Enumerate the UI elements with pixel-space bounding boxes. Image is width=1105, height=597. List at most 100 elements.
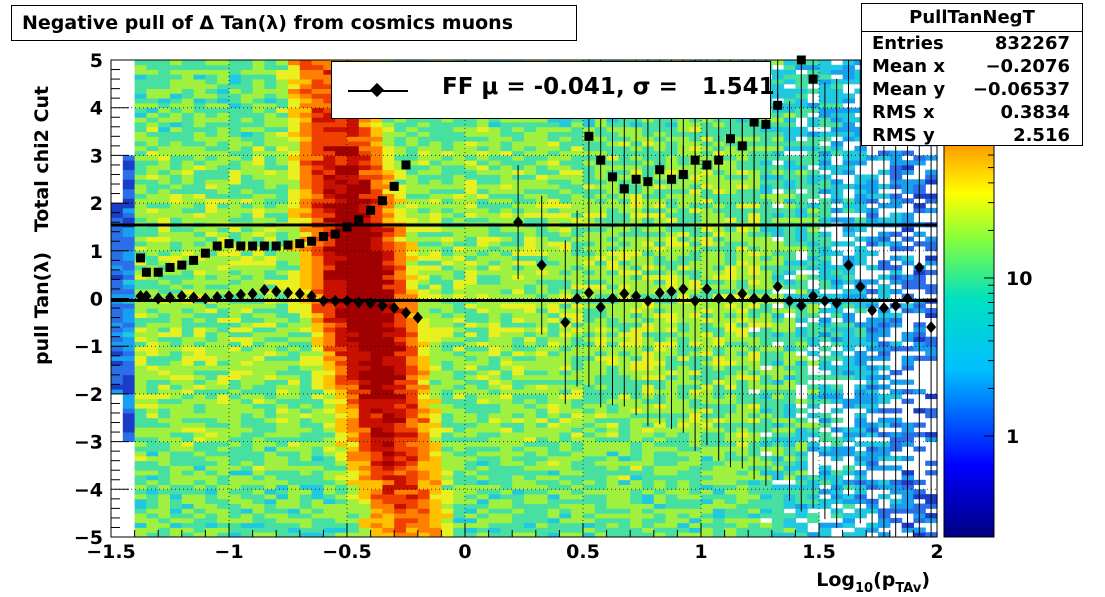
heatmap-cell [488, 455, 501, 462]
heatmap-cell [476, 179, 490, 185]
heatmap-cell [394, 465, 407, 471]
heatmap-cell [240, 446, 254, 452]
heatmap-cell [465, 279, 478, 285]
heatmap-cell [205, 446, 218, 452]
heatmap-cell [288, 312, 301, 318]
heatmap-cell [488, 427, 501, 433]
heatmap-cell [311, 269, 324, 276]
heatmap-cell [358, 160, 372, 166]
heatmap-cell [441, 293, 454, 299]
heatmap-cell [229, 184, 242, 190]
heatmap-cell [311, 479, 324, 485]
heatmap-cell [252, 212, 265, 218]
heatmap-cell [335, 164, 348, 171]
heatmap-cell [311, 427, 324, 433]
heatmap-cell [158, 60, 171, 66]
heatmap-cell [299, 188, 313, 194]
heatmap-cell [453, 255, 466, 261]
heatmap-cell [323, 212, 336, 218]
heatmap-cell [382, 522, 395, 528]
heatmap-cell [311, 455, 324, 462]
heatmap-cell [488, 293, 501, 299]
heatmap-cell [229, 308, 242, 314]
heatmap-cell [240, 436, 254, 442]
heatmap-cell [170, 532, 183, 538]
heatmap-cell [158, 279, 171, 285]
heatmap-cell [358, 508, 372, 514]
heatmap-cell [406, 169, 419, 175]
heatmap-cell [406, 403, 419, 409]
heatmap-cell [358, 269, 372, 276]
heatmap-cell [299, 102, 313, 109]
heatmap-cell [571, 465, 584, 471]
heatmap-cell [158, 64, 171, 70]
heatmap-cell [453, 379, 466, 385]
heatmap-cell [453, 489, 466, 495]
heatmap-cell [122, 160, 136, 166]
heatmap-cell [370, 475, 383, 481]
heatmap-cell [347, 331, 360, 338]
heatmap-cell [217, 460, 230, 466]
heatmap-cell [299, 455, 313, 462]
heatmap-cell [264, 184, 277, 190]
heatmap-cell [276, 403, 289, 409]
heatmap-cell [524, 393, 537, 400]
heatmap-cell [417, 384, 431, 390]
heatmap-cell [288, 365, 301, 371]
heatmap-cell [429, 331, 442, 338]
heatmap-cell [417, 203, 431, 209]
heatmap-cell [394, 317, 407, 323]
heatmap-cell [488, 508, 501, 514]
heatmap-cell [122, 331, 136, 338]
heatmap-cell [476, 260, 490, 266]
heatmap-cell [146, 532, 159, 538]
heatmap-cell [347, 317, 360, 323]
heatmap-cell [170, 460, 183, 466]
heatmap-cell [276, 131, 289, 137]
heatmap-cell [559, 155, 572, 161]
heatmap-cell [358, 188, 372, 194]
heatmap-cell [240, 370, 254, 376]
heatmap-cell [299, 427, 313, 433]
heatmap-cell [370, 460, 383, 466]
heatmap-cell [335, 274, 348, 280]
heatmap-cell [181, 455, 195, 462]
heatmap-cell [665, 479, 678, 485]
heatmap-cell [217, 384, 230, 390]
heatmap-cell [382, 246, 395, 252]
heatmap-cell [193, 513, 206, 519]
heatmap-cell [524, 308, 537, 314]
heatmap-cell [205, 179, 218, 185]
heatmap-cell [158, 513, 171, 519]
heatmap-cell [252, 145, 265, 152]
heatmap-cell [500, 355, 513, 361]
heatmap-cell [465, 236, 478, 242]
heatmap-cell [252, 102, 265, 109]
heatmap-cell [594, 417, 608, 423]
heatmap-cell [677, 436, 690, 442]
heatmap-cell [571, 422, 584, 428]
heatmap-cell [276, 312, 289, 318]
heatmap-cell [264, 503, 277, 509]
heatmap-cell [429, 212, 442, 218]
heatmap-cell [240, 355, 254, 361]
heatmap-cell [276, 484, 289, 490]
heatmap-cell [406, 289, 419, 295]
heatmap-cell [276, 351, 289, 357]
heatmap-cell [181, 64, 195, 70]
heatmap-cell [571, 160, 584, 166]
heatmap-cell [559, 169, 572, 175]
heatmap-cell [571, 403, 584, 409]
heatmap-cell [311, 179, 324, 185]
heatmap-cell [417, 279, 431, 285]
heatmap-cell [335, 284, 348, 290]
heatmap-cell [240, 83, 254, 89]
heatmap-cell [347, 269, 360, 276]
heatmap-cell [158, 479, 171, 485]
heatmap-cell [146, 98, 159, 104]
heatmap-cell [276, 188, 289, 194]
heatmap-cell [264, 517, 277, 524]
heatmap-cell [240, 64, 254, 70]
heatmap-cell [606, 522, 619, 528]
heatmap-cell [134, 60, 147, 66]
